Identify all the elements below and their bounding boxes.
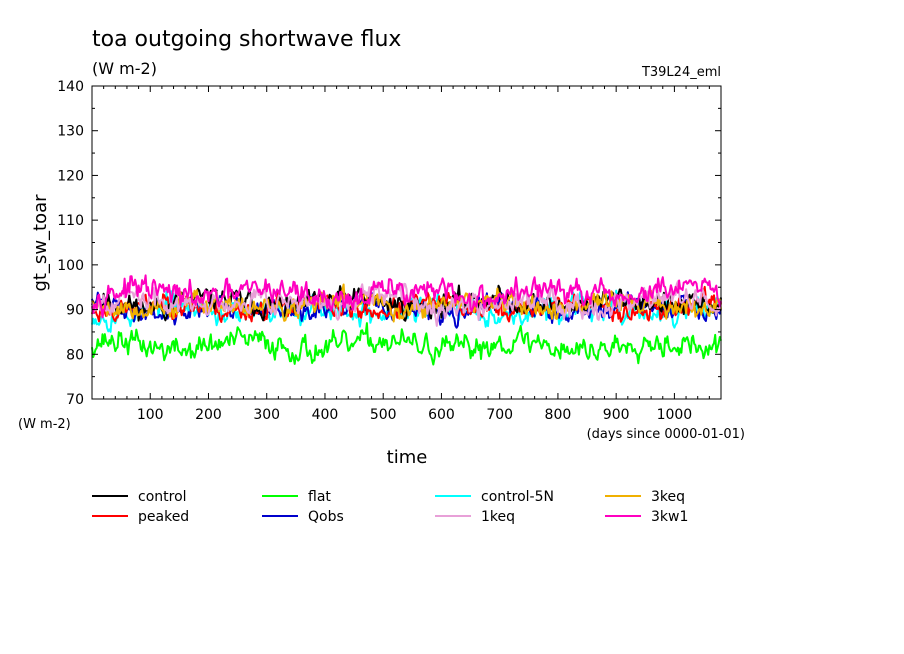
y-axis-label: gt_sw_toar [30,194,51,292]
y-tick-label: 80 [66,347,84,363]
y-tick-label: 140 [57,79,84,95]
legend-label-peaked: peaked [138,509,189,525]
y-tick-label: 100 [57,258,84,274]
legend-label-1keq: 1keq [481,509,515,525]
x-tick-label: 900 [603,407,630,423]
x-tick-label: 800 [545,407,572,423]
x-tick-label: 500 [370,407,397,423]
legend-label-control: control [138,489,187,505]
x-tick-label: 700 [486,407,513,423]
x-axis-unit: (days since 0000-01-01) [587,427,745,442]
series-line-flat [91,322,722,366]
x-tick-label: 600 [428,407,455,423]
y-tick-label: 130 [57,124,84,140]
y-tick-label: 70 [66,392,84,408]
x-axis-label: time [387,447,428,468]
legend-label-control-5N: control-5N [481,489,554,505]
x-tick-label: 400 [312,407,339,423]
legend-label-flat: flat [308,489,331,505]
series-line-3kw1 [91,274,722,319]
series-layer [91,274,722,366]
legend-label-3keq: 3keq [651,489,685,505]
x-tick-label: 100 [137,407,164,423]
y-tick-label: 120 [57,168,84,184]
legend-label-Qobs: Qobs [308,509,344,525]
x-tick-label: 1000 [657,407,693,423]
y-axis-unit: (W m-2) [18,417,71,432]
chart-tag: T39L24_eml [641,65,721,80]
legend: control peaked flat Qobs control-5N 1keq 3keq 3… [92,489,688,525]
series-line-3keq [91,283,722,323]
chart-title: toa outgoing shortwave flux [92,27,401,52]
ticks-layer: 70 80 90 100 110 120 130 140 100 200 300 400 500 600 7… [57,79,721,423]
legend-label-3kw1: 3kw1 [651,509,688,525]
chart-subtitle: (W m-2) [92,59,157,78]
x-tick-label: 200 [195,407,222,423]
y-tick-label: 110 [57,213,84,229]
y-tick-label: 90 [66,303,84,319]
x-tick-label: 300 [253,407,280,423]
